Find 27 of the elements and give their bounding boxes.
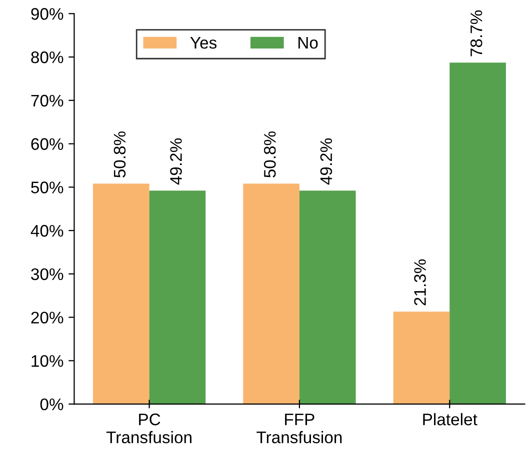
data-label: 49.2% [320,138,332,185]
bar [450,62,506,404]
bar [92,184,150,404]
legend-label: Yes [190,37,217,49]
y-tick-label: 60% [31,138,64,150]
y-tick-label: 80% [31,51,64,64]
bar [299,190,356,404]
legend-label: No [298,37,318,49]
bar [243,184,300,404]
y-tick-label: 10% [32,355,64,367]
y-tick-label: 40% [30,224,64,237]
bar [149,190,206,404]
y-tick-label: 20% [31,312,64,324]
data-label: 50.8% [264,131,276,178]
y-tick-label: 50% [31,182,64,194]
data-label: 50.8% [114,131,126,178]
data-label: 21.3% [414,259,426,306]
y-tick-label: 90% [31,8,64,20]
x-tick-label: PC Transfusion [106,414,192,444]
y-tick-label: 0% [40,398,64,410]
y-tick-label: 70% [31,94,64,107]
data-label: 49.2% [170,138,182,185]
data-label: 78.7% [470,10,482,56]
x-tick-label: FFP Transfusion [256,414,342,444]
bar [393,312,450,404]
x-tick-label: Platelet [423,413,478,426]
y-tick-label: 30% [31,268,64,280]
